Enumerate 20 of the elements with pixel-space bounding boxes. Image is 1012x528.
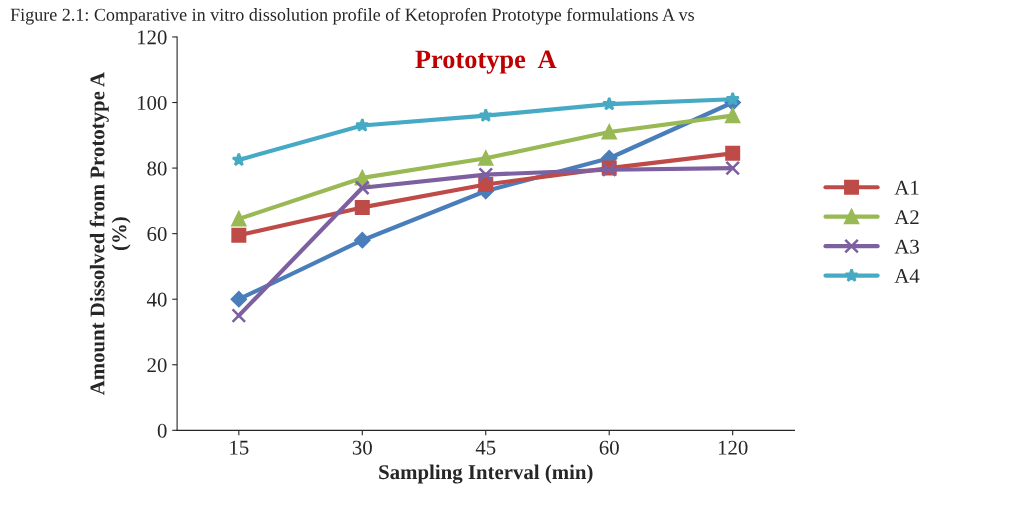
y-tick-label: 80 <box>147 161 167 176</box>
y-axis-title: Amount Dissolved from Prototype A (%) <box>89 72 131 396</box>
y-tick-label: 120 <box>137 30 167 45</box>
legend-label: A1 <box>894 180 919 195</box>
x-tick-label: 60 <box>599 440 619 455</box>
x-tick-label: 120 <box>718 440 748 455</box>
y-tick-label: 100 <box>137 95 167 110</box>
x-tick-label: 30 <box>352 440 372 455</box>
legend-label: A3 <box>894 239 919 254</box>
x-axis-title: Sampling Interval (min) <box>379 464 593 484</box>
legend-label: A2 <box>894 210 919 224</box>
x-tick-label: 15 <box>230 440 249 455</box>
y-tick-label: 60 <box>147 227 167 242</box>
x-tick-label: 45 <box>475 440 496 455</box>
y-tick-label: 40 <box>146 292 167 307</box>
chart-title: Prototype A <box>415 50 557 74</box>
y-tick-label: 20 <box>147 358 167 373</box>
caption: Figure 2.1: Comparative in vitro dissolution profile of Ketoprofen Prototype formulations A vs <box>10 7 694 25</box>
legend-label: A4 <box>894 269 920 283</box>
y-tick-label: 0 <box>157 423 167 438</box>
